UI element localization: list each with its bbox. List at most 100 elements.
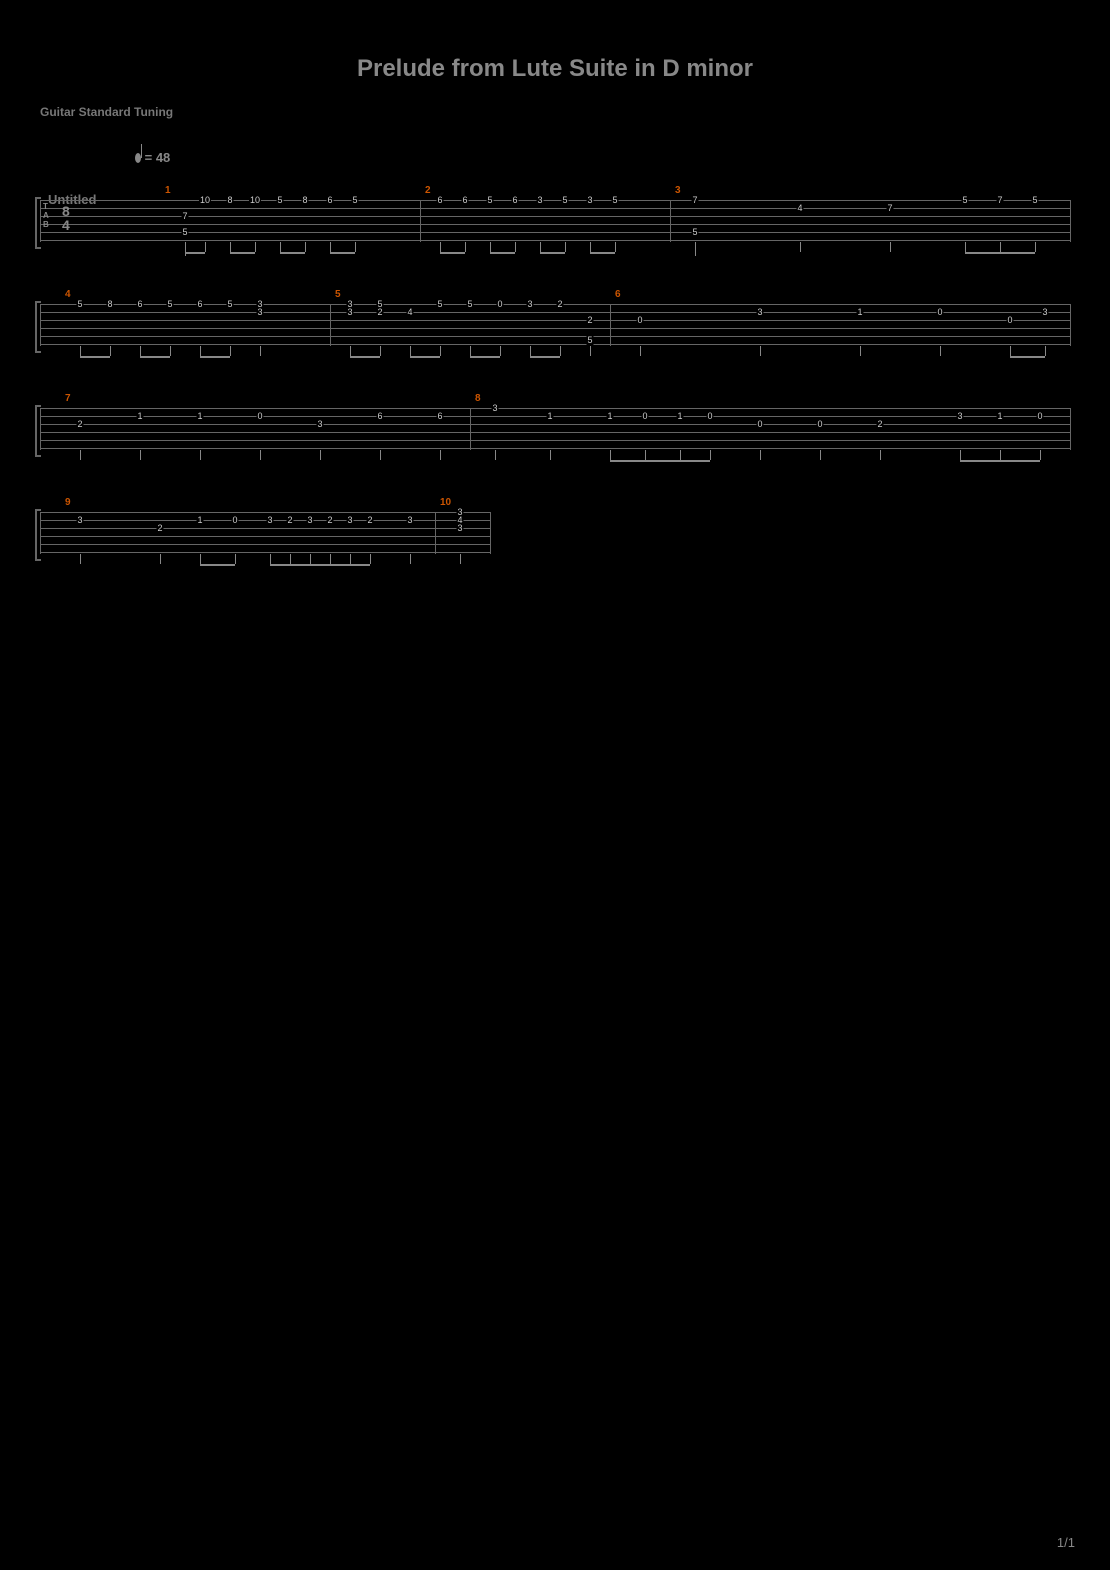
barline (1070, 304, 1071, 346)
tempo-marking: = 48 (135, 150, 170, 165)
measure-number: 7 (65, 393, 71, 404)
note-stem (760, 450, 761, 460)
fret-number: 3 (346, 307, 353, 317)
beam (1000, 460, 1040, 462)
note-stem (1010, 346, 1011, 356)
fret-number: 2 (376, 307, 383, 317)
staff-line (40, 552, 490, 553)
fret-number: 0 (756, 419, 763, 429)
fret-number: 5 (166, 299, 173, 309)
fret-number: 1 (606, 411, 613, 421)
staff-line (40, 344, 1070, 345)
note-stem (710, 450, 711, 460)
note-stem (565, 242, 566, 252)
note-stem (680, 450, 681, 460)
fret-number: 8 (226, 195, 233, 205)
fret-number: 5 (351, 195, 358, 205)
fret-number: 1 (546, 411, 553, 421)
fret-number: 2 (76, 419, 83, 429)
fret-number: 6 (511, 195, 518, 205)
fret-number: 5 (466, 299, 473, 309)
tab-clef: TAB (43, 202, 49, 229)
note-stem (205, 242, 206, 252)
note-stem (495, 450, 496, 460)
note-stem (860, 346, 861, 356)
note-stem (1040, 450, 1041, 460)
note-stem (800, 242, 801, 252)
staff-line (40, 224, 1070, 225)
fret-number: 0 (231, 515, 238, 525)
barline (490, 512, 491, 554)
note-stem (1035, 242, 1036, 252)
fret-number: 3 (956, 411, 963, 421)
beam (280, 252, 305, 254)
staff-line (40, 408, 1070, 409)
staff-line (40, 232, 1070, 233)
staff-line (40, 312, 1070, 313)
beam (680, 460, 710, 462)
beam (290, 564, 310, 566)
tuning-label: Guitar Standard Tuning (40, 105, 173, 119)
note-stem (230, 346, 231, 356)
beam (80, 356, 110, 358)
fret-number: 1 (136, 411, 143, 421)
fret-number: 5 (76, 299, 83, 309)
note-stem (330, 554, 331, 564)
note-stem (1045, 346, 1046, 356)
beam (185, 252, 205, 254)
note-stem (440, 346, 441, 356)
note-stem (410, 554, 411, 564)
barline (40, 408, 41, 450)
note-stem (260, 346, 261, 356)
staff-line (40, 200, 1070, 201)
note-stem (470, 346, 471, 356)
fret-number: 7 (886, 203, 893, 213)
note-stem (200, 450, 201, 460)
tab-staff: 721103668311010002310 (40, 388, 1070, 448)
note-stem (305, 242, 306, 252)
beam (410, 356, 440, 358)
note-stem (140, 346, 141, 356)
note-stem (350, 346, 351, 356)
beam (540, 252, 565, 254)
beam (140, 356, 170, 358)
note-stem (465, 242, 466, 252)
measure-number: 1 (165, 185, 171, 196)
measure-number: 4 (65, 289, 71, 300)
fret-number: 4 (406, 307, 413, 317)
fret-number: 6 (436, 195, 443, 205)
quarter-note-icon (135, 153, 141, 163)
fret-number: 3 (306, 515, 313, 525)
barline (610, 304, 611, 346)
fret-number: 3 (526, 299, 533, 309)
fret-number: 5 (436, 299, 443, 309)
note-stem (200, 346, 201, 356)
fret-number: 3 (756, 307, 763, 317)
fret-number: 0 (1006, 315, 1013, 325)
fret-number: 4 (796, 203, 803, 213)
note-stem (140, 450, 141, 460)
tab-system: 721103668311010002310 (40, 388, 1070, 448)
fret-number: 5 (226, 299, 233, 309)
note-stem (1000, 242, 1001, 252)
beam (310, 564, 330, 566)
fret-number: 8 (301, 195, 308, 205)
note-stem (695, 242, 696, 256)
note-stem (270, 554, 271, 564)
staff-line (40, 448, 1070, 449)
fret-number: 5 (961, 195, 968, 205)
measure-number: 3 (675, 185, 681, 196)
fret-number: 5 (561, 195, 568, 205)
staff-line (40, 536, 490, 537)
note-stem (500, 346, 501, 356)
fret-number: 5 (486, 195, 493, 205)
barline (40, 200, 41, 242)
note-stem (230, 242, 231, 252)
note-stem (560, 346, 561, 356)
note-stem (820, 450, 821, 460)
note-stem (170, 346, 171, 356)
note-stem (355, 242, 356, 252)
barline (1070, 408, 1071, 450)
beam (350, 564, 370, 566)
note-stem (380, 450, 381, 460)
